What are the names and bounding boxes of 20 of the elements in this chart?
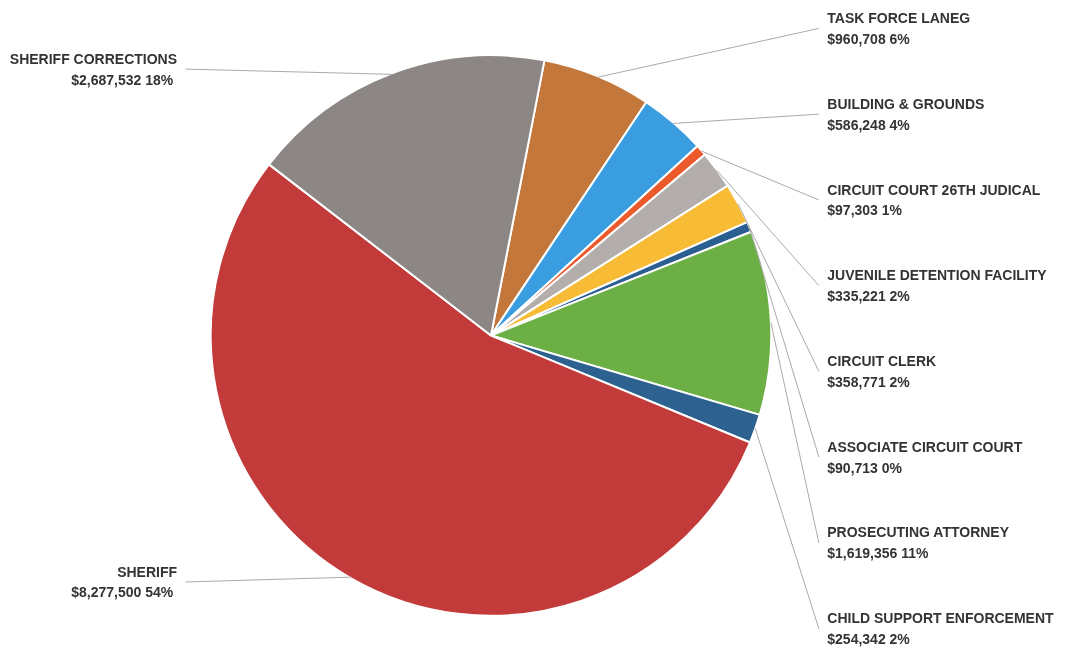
data-label: $960,708 6% [827, 30, 911, 47]
data-label: $358,771 2% [827, 373, 911, 390]
slice-label: BUILDING & GROUNDS [827, 95, 985, 112]
data-label: $1,619,356 11% [827, 545, 930, 562]
slice-label: TASK FORCE LANEG [827, 10, 971, 27]
data-label: $90,713 0% [827, 459, 903, 476]
slice-label: SHERIFF CORRECTIONS [9, 50, 178, 67]
data-label: $97,303 1% [827, 202, 903, 219]
slice-label: ASSOCIATE CIRCUIT COURT [827, 438, 1023, 455]
slice-label: CHILD SUPPORT ENFORCEMENT [827, 610, 1055, 627]
slice-label: PROSECUTING ATTORNEY [827, 524, 1010, 541]
slice-label: JUVENILE DETENTION FACILITY [827, 267, 1048, 284]
slice-label: CIRCUIT CLERK [827, 352, 937, 369]
data-label: $8,277,500 54% [71, 584, 174, 601]
data-label: $586,248 4% [827, 116, 911, 133]
slice-label: CIRCUIT COURT 26TH JUDICAL [827, 181, 1041, 198]
data-label: $2,687,532 18% [71, 71, 174, 88]
data-label: $335,221 2% [827, 288, 911, 305]
slice-label: SHERIFF [117, 563, 178, 580]
data-label: $254,342 2% [827, 631, 911, 648]
